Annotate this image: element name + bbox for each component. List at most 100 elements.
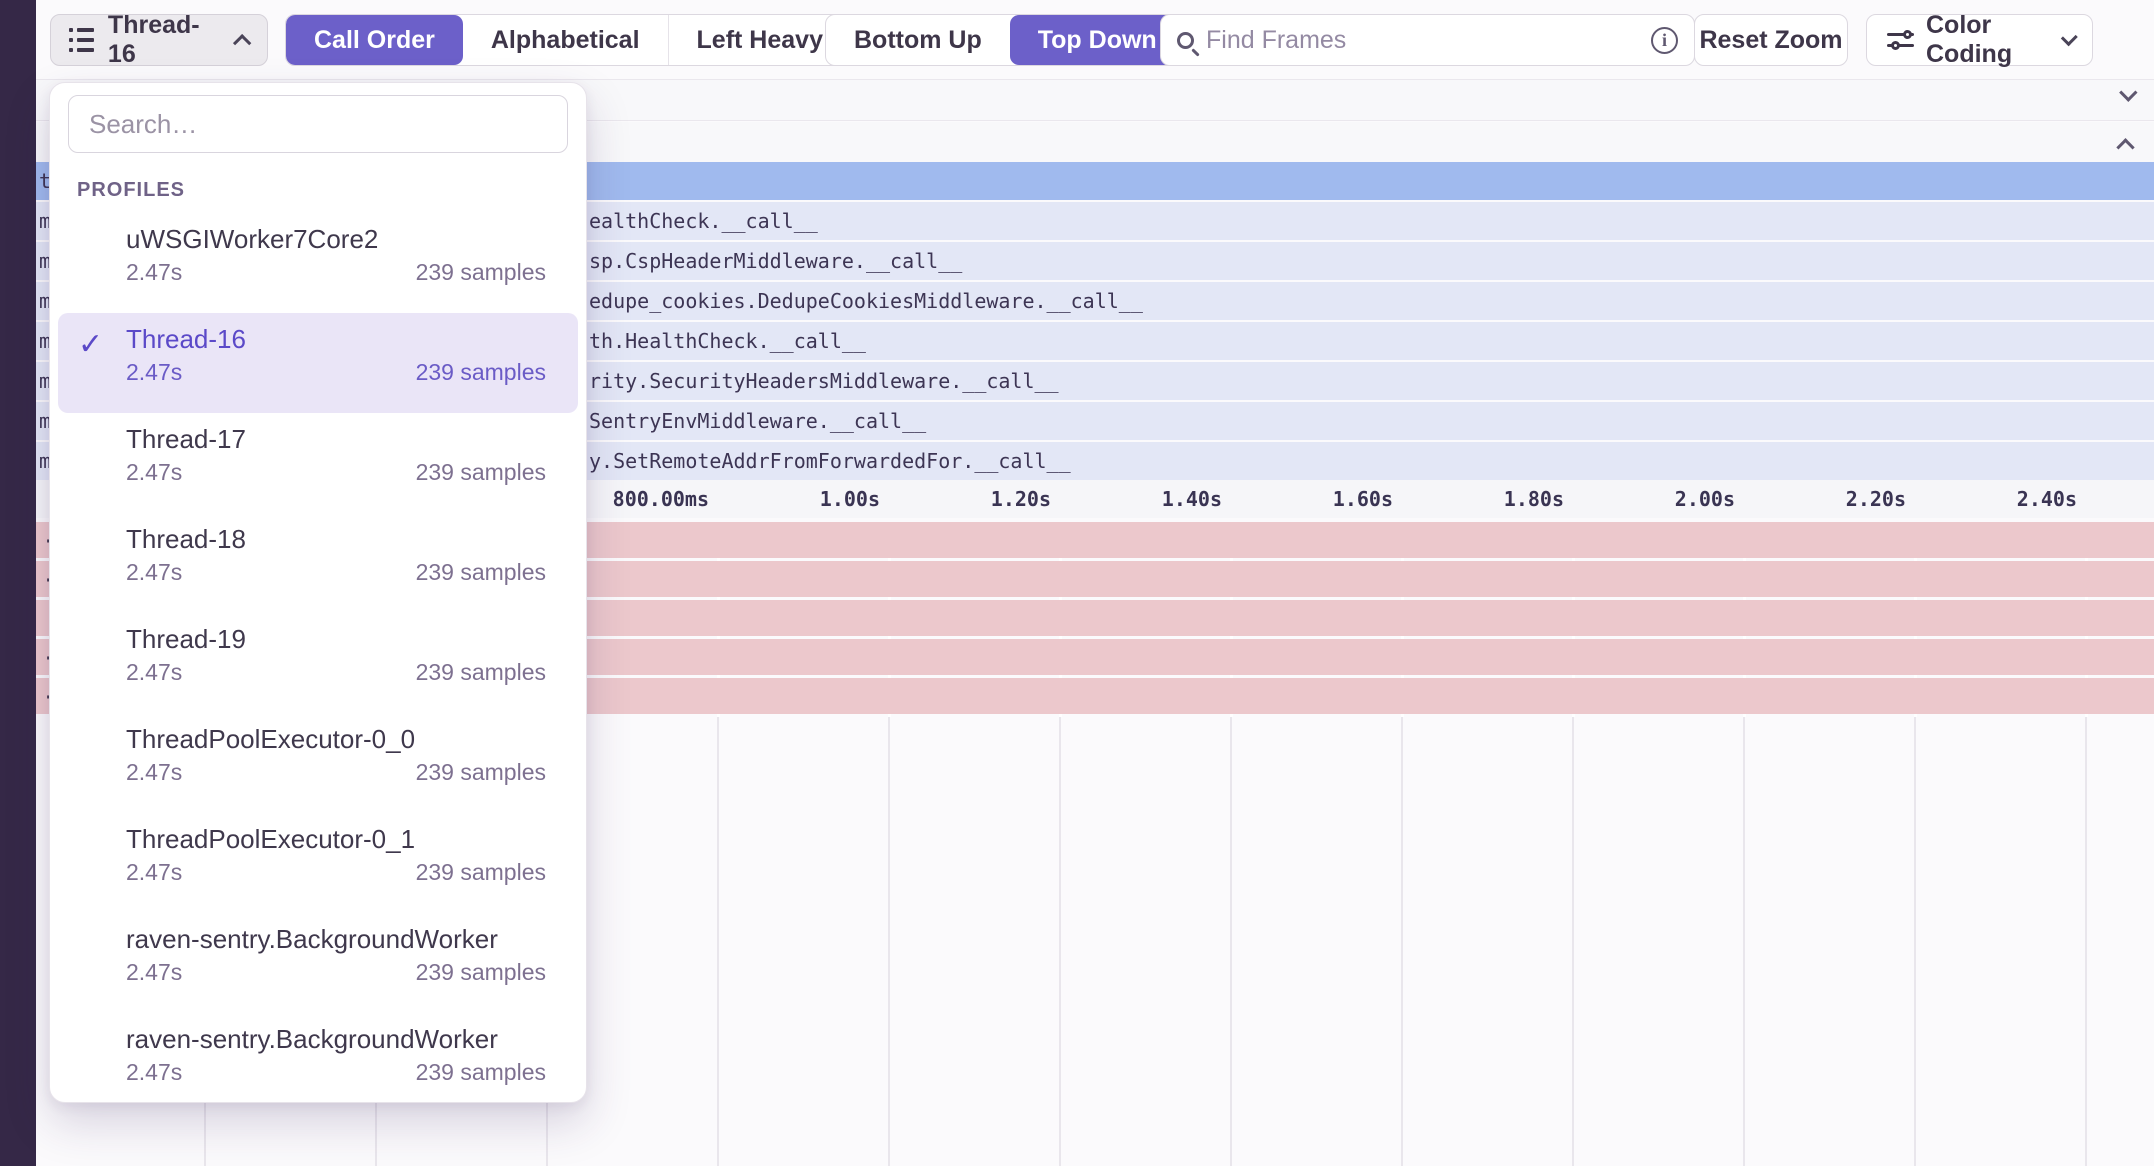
thread-option-duration: 2.47s: [126, 559, 183, 585]
sort-mode-option[interactable]: Left Heavy: [667, 15, 851, 65]
thread-option[interactable]: ✓ uWSGIWorker7Core2 2.47s 239 samples: [58, 213, 578, 313]
thread-option-duration: 2.47s: [126, 959, 183, 985]
sort-mode-label: Left Heavy: [696, 25, 823, 54]
thread-option-name: Thread-16: [126, 324, 246, 354]
app-sidebar-rail: [0, 0, 36, 1166]
sort-mode-option[interactable]: Alphabetical: [463, 15, 668, 65]
direction-segment: Bottom Up Top Down: [825, 14, 1186, 66]
thread-option[interactable]: ✓ Thread-18 2.47s 239 samples: [58, 513, 578, 613]
gridline: [1572, 717, 1574, 1166]
thread-option-duration: 2.47s: [126, 659, 183, 685]
gridline: [717, 717, 719, 1166]
thread-option[interactable]: ✓ ThreadPoolExecutor-0_0 2.47s 239 sampl…: [58, 713, 578, 813]
gridline: [2085, 717, 2087, 1166]
thread-list-icon: [69, 28, 94, 52]
thread-option-name: ThreadPoolExecutor-0_1: [126, 824, 416, 854]
thread-option-name: ThreadPoolExecutor-0_0: [126, 724, 416, 754]
thread-option[interactable]: ✓ Thread-19 2.47s 239 samples: [58, 613, 578, 713]
thread-option-samples: 239 samples: [415, 959, 546, 985]
frame-label-sliver: m: [39, 249, 52, 273]
frame-label: th.HealthCheck.__call__: [589, 329, 866, 353]
frame-label: SentryEnvMiddleware.__call__: [589, 409, 927, 433]
thread-option-duration: 2.47s: [126, 859, 183, 885]
thread-option-samples: 239 samples: [415, 759, 546, 785]
sort-mode-option[interactable]: Call Order: [286, 15, 463, 65]
toolbar: Thread-16 Call Order Alphabetical Left H…: [0, 0, 2154, 79]
frame-label: y.SetRemoteAddrFromForwardedFor.__call__: [589, 449, 1071, 473]
thread-option-samples: 239 samples: [415, 459, 546, 485]
gridline: [1914, 717, 1916, 1166]
thread-list: ✓ uWSGIWorker7Core2 2.47s 239 samples ✓ …: [58, 213, 578, 1113]
thread-search-input[interactable]: [68, 95, 568, 153]
gridline: [1401, 717, 1403, 1166]
color-coding-button[interactable]: Color Coding: [1866, 11, 2093, 68]
direction-option[interactable]: Bottom Up: [826, 15, 1010, 65]
profiles-section-label: PROFILES: [77, 179, 186, 201]
axis-tick-label: 800.00ms: [612, 487, 709, 511]
frame-label-sliver: m: [39, 449, 52, 473]
color-coding-label: Color Coding: [1926, 11, 2013, 68]
frame-label-sliver: m: [39, 209, 52, 233]
chevron-up-icon: [233, 33, 252, 52]
thread-option-name: uWSGIWorker7Core2: [126, 224, 379, 254]
thread-option-samples: 239 samples: [415, 359, 546, 385]
frame-label: edupe_cookies.DedupeCookiesMiddleware.__…: [589, 289, 1143, 313]
chevron-down-icon[interactable]: [2119, 83, 2138, 102]
gridline: [1743, 717, 1745, 1166]
direction-label: Bottom Up: [854, 25, 982, 54]
thread-option-name: Thread-17: [126, 424, 246, 454]
frame-label: ealthCheck.__call__: [589, 209, 818, 233]
thread-option-name: Thread-18: [126, 524, 246, 554]
gridline: [1230, 717, 1232, 1166]
frame-label-sliver: m: [39, 409, 52, 433]
thread-option[interactable]: ✓ Thread-17 2.47s 239 samples: [58, 413, 578, 513]
thread-option[interactable]: ✓ raven-sentry.BackgroundWorker 2.47s 23…: [58, 913, 578, 1013]
gridline: [888, 717, 890, 1166]
sliders-icon: [1887, 30, 1914, 50]
thread-selector-button[interactable]: Thread-16: [50, 11, 268, 68]
direction-label: Top Down: [1037, 25, 1157, 54]
chevron-up-icon[interactable]: [2116, 138, 2135, 157]
thread-option-name: raven-sentry.BackgroundWorker: [126, 1024, 498, 1054]
find-frames-input[interactable]: [1206, 25, 1639, 55]
axis-tick-label: 2.20s: [1845, 487, 1906, 511]
frame-label: rity.SecurityHeadersMiddleware.__call__: [589, 369, 1059, 393]
thread-option-duration: 2.47s: [126, 1059, 183, 1085]
check-icon: ✓: [78, 328, 104, 361]
search-icon: [1177, 31, 1194, 49]
frame-label-sliver: m: [39, 329, 52, 353]
sort-mode-segment: Call Order Alphabetical Left Heavy: [285, 14, 852, 66]
thread-option[interactable]: ✓ raven-sentry.BackgroundWorker 2.47s 23…: [58, 1013, 578, 1113]
axis-tick-label: 2.40s: [2016, 487, 2077, 511]
thread-selector-label: Thread-16: [107, 11, 200, 68]
reset-zoom-button[interactable]: Reset Zoom: [1694, 14, 1848, 66]
thread-option-name: raven-sentry.BackgroundWorker: [126, 924, 498, 954]
sort-mode-label: Alphabetical: [490, 25, 640, 54]
thread-option-samples: 239 samples: [415, 1059, 546, 1085]
thread-dropdown: PROFILES ✓ uWSGIWorker7Core2 2.47s 239 s…: [49, 82, 587, 1103]
info-icon[interactable]: i: [1651, 26, 1678, 54]
thread-option-samples: 239 samples: [415, 659, 546, 685]
axis-tick-label: 1.80s: [1503, 487, 1564, 511]
thread-option-samples: 239 samples: [415, 559, 546, 585]
axis-tick-label: 1.40s: [1161, 487, 1222, 511]
chevron-down-icon: [2061, 28, 2078, 46]
frame-label: sp.CspHeaderMiddleware.__call__: [589, 249, 963, 273]
find-frames-box: i: [1160, 14, 1695, 66]
thread-option-duration: 2.47s: [126, 359, 183, 385]
thread-option-samples: 239 samples: [415, 859, 546, 885]
reset-zoom-label: Reset Zoom: [1699, 25, 1843, 54]
direction-option[interactable]: Top Down: [1009, 15, 1185, 65]
thread-option[interactable]: ✓ Thread-16 2.47s 239 samples: [58, 313, 578, 413]
thread-option-samples: 239 samples: [415, 259, 546, 285]
gridline: [1059, 717, 1061, 1166]
frame-label-sliver: m: [39, 289, 52, 313]
thread-option[interactable]: ✓ ThreadPoolExecutor-0_1 2.47s 239 sampl…: [58, 813, 578, 913]
axis-tick-label: 1.60s: [1332, 487, 1393, 511]
axis-tick-label: 1.00s: [819, 487, 880, 511]
sort-mode-label: Call Order: [314, 25, 435, 54]
thread-option-duration: 2.47s: [126, 459, 183, 485]
thread-option-name: Thread-19: [126, 624, 246, 654]
axis-tick-label: 1.20s: [990, 487, 1051, 511]
